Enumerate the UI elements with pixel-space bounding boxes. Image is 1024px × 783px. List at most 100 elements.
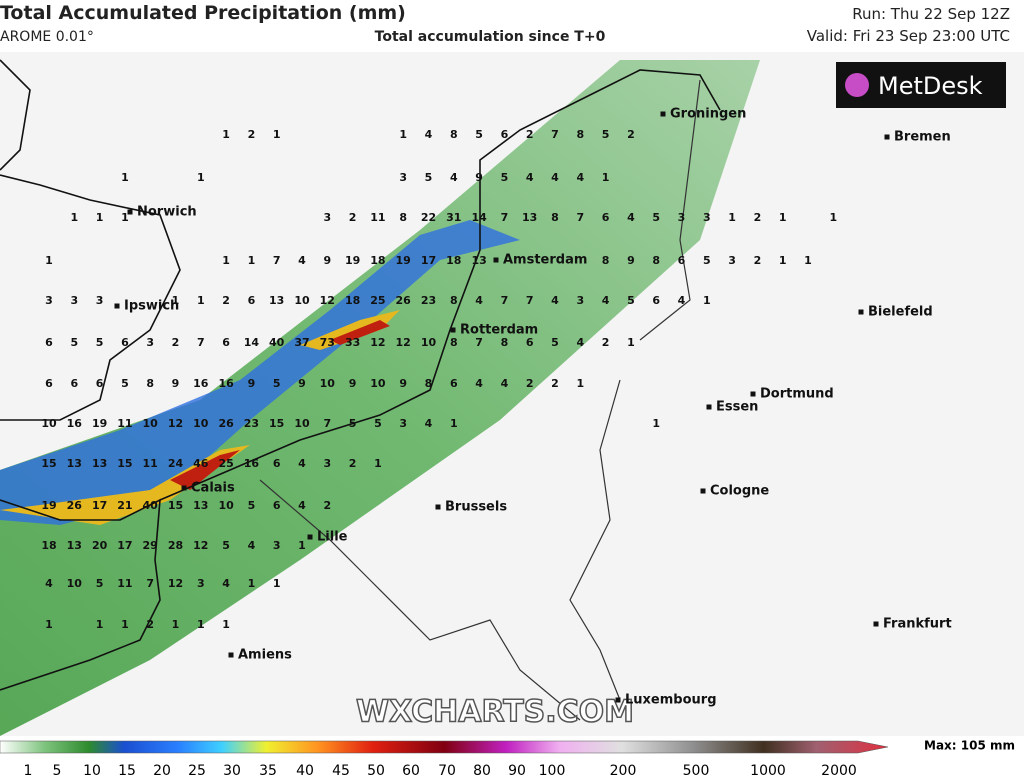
grid-value: 8 [501,336,509,349]
grid-value: 3 [70,294,78,307]
watermark: WXCHARTS.COM [356,695,634,730]
grid-value: 7 [501,211,509,224]
grid-value: 8 [450,294,458,307]
grid-value: 18 [345,294,360,307]
grid-value: 2 [172,336,180,349]
legend-tick: 80 [473,763,491,779]
city-label: Cologne [710,484,769,499]
grid-value: 1 [652,417,660,430]
grid-value: 8 [399,211,407,224]
city-marker [181,485,187,491]
valid: Valid: Fri 23 Sep 23:00 UTC [807,27,1010,45]
grid-value: 31 [446,211,461,224]
legend-tick: 10 [83,763,101,779]
grid-value: 1 [399,128,407,141]
grid-value: 4 [576,336,584,349]
grid-value: 19 [396,254,411,267]
city-marker [873,621,879,627]
legend-tick: 500 [683,763,710,779]
coastlines [0,59,721,691]
grid-value: 1 [121,171,129,184]
city-marker [750,391,756,397]
city-label: Rotterdam [460,323,538,338]
grid-value: 8 [146,377,154,390]
overlay: 1 2 1 1 4 8 5 6 2 7 8 5 21 1 3 5 4 9 5 4 4 4 11 1 1 3 2 11 8 22 31 14 7 1… [24,107,952,780]
model: AROME 0.01° [0,29,94,45]
grid-value: 40 [269,336,285,349]
grid-value: 13 [522,211,537,224]
grid-value: 13 [92,457,107,470]
grid-value: 33 [345,336,360,349]
grid-value: 3 [678,211,686,224]
grid-value: 4 [425,417,433,430]
grid-value: 4 [298,254,306,267]
grid-value: 3 [703,211,711,224]
grid-value: 9 [475,171,483,184]
grid-value: 1 [222,128,230,141]
grid-value: 10 [320,377,336,390]
legend-tick: 70 [438,763,456,779]
grid-value: 10 [193,417,209,430]
grid-value: 3 [576,294,584,307]
city-marker [884,134,890,140]
grid-value: 4 [475,294,483,307]
grid-value: 4 [526,171,534,184]
grid-value: 10 [294,417,310,430]
grid-value: 1 [45,618,53,631]
grid-value: 9 [298,377,306,390]
legend-tick: 200 [610,763,637,779]
grid-value: 5 [475,128,483,141]
city-marker [435,504,441,510]
legend-tick: 1 [24,763,33,779]
grid-value: 6 [96,377,104,390]
grid-value: 6 [526,336,534,349]
logo: MetDesk [878,72,983,100]
max-label: Max: 105 mm [924,739,1015,753]
grid-value: 37 [294,336,309,349]
grid-value: 9 [627,254,635,267]
grid-value: 13 [67,539,82,552]
legend-tick: 45 [332,763,350,779]
grid-value: 9 [323,254,331,267]
grid-value: 11 [117,417,132,430]
grid-value: 1 [70,211,78,224]
grid-value: 5 [627,294,635,307]
city-label: Frankfurt [883,617,952,632]
grid-value: 7 [323,417,331,430]
grid-value: 1 [172,294,180,307]
grid-value: 1 [197,171,205,184]
legend-tick: 35 [259,763,277,779]
grid-value: 20 [92,539,108,552]
city-marker [307,534,313,540]
grid-value: 1 [779,211,787,224]
legend-tick: 20 [153,763,171,779]
grid-value: 3 [399,171,407,184]
grid-value: 1 [576,377,584,390]
grid-value: 1 [298,539,306,552]
grid-value: 13 [269,294,284,307]
grid-value: 1 [172,618,180,631]
city-marker [450,327,456,333]
grid-value: 12 [396,336,411,349]
grid-value: 5 [551,336,559,349]
grid-value: 2 [349,211,357,224]
grid-value: 29 [143,539,158,552]
grid-value: 19 [345,254,360,267]
grid-value: 11 [143,457,158,470]
grid-value: 4 [298,457,306,470]
legend-tick: 25 [188,763,206,779]
grid-value: 2 [349,457,357,470]
grid-value: 22 [421,211,436,224]
grid-value: 6 [602,211,610,224]
grid-value: 16 [218,377,234,390]
city-marker [615,697,621,703]
grid-value: 5 [273,377,281,390]
legend-tick: 90 [508,763,526,779]
grid-value: 4 [475,377,483,390]
grid-value: 6 [45,336,53,349]
grid-value: 5 [222,539,230,552]
grid-value: 2 [248,128,256,141]
grid-value: 18 [370,254,385,267]
city-label: Bielefeld [868,305,933,320]
grid-value: 1 [728,211,736,224]
